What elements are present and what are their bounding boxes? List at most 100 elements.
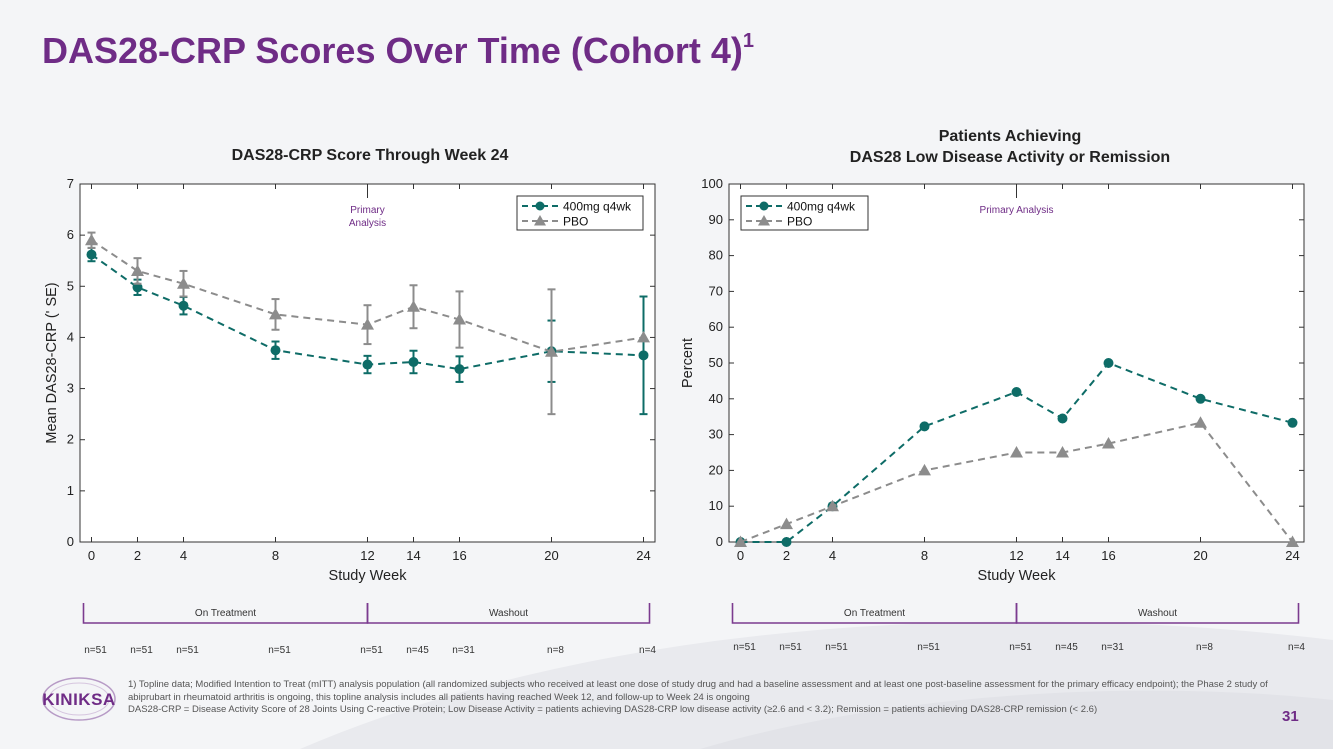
- n-count-label: n=51: [779, 642, 802, 653]
- data-point-active: [919, 421, 930, 432]
- n-count-label: n=51: [1009, 642, 1032, 653]
- page-title: DAS28-CRP Scores Over Time (Cohort 4)1: [42, 30, 754, 71]
- n-count-label: n=4: [639, 645, 656, 656]
- y-axis-label: Mean DAS28-CRP (' SE): [44, 282, 60, 443]
- data-point-pbo: [453, 313, 466, 325]
- data-point-active: [1103, 358, 1114, 368]
- n-count-label: n=51: [733, 642, 756, 653]
- data-point-pbo: [1010, 446, 1023, 458]
- legend-label-active: 400mg q4wk: [563, 200, 632, 214]
- data-point-pbo: [361, 318, 374, 330]
- n-count-label: n=8: [1196, 642, 1213, 653]
- x-tick-label: 20: [544, 548, 558, 563]
- data-point-pbo: [545, 345, 558, 357]
- plot-area: [728, 183, 1305, 543]
- x-tick-label: 0: [88, 548, 95, 563]
- y-tick-label: 70: [709, 283, 723, 298]
- y-tick-label: 40: [709, 391, 723, 406]
- legend-label-pbo: PBO: [787, 215, 812, 229]
- x-tick-label: 4: [829, 548, 836, 563]
- y-tick-label: 100: [701, 176, 723, 191]
- x-tick-label: 2: [134, 548, 141, 563]
- x-axis-label: Study Week: [978, 568, 1057, 584]
- data-point-pbo: [131, 264, 144, 276]
- chart-2-title-line-1: Patients Achieving: [938, 128, 1082, 145]
- legend-marker-active: [535, 201, 545, 211]
- y-tick-label: 90: [709, 212, 723, 227]
- phase-bracket: [366, 603, 651, 624]
- n-count-label: n=51: [360, 645, 383, 656]
- data-point-active: [1011, 386, 1022, 397]
- data-point-pbo: [826, 499, 839, 512]
- x-tick-label: 16: [1101, 548, 1115, 563]
- footnote-1: 1) Topline data; Modified Intention to T…: [128, 679, 1268, 703]
- x-tick-label: 20: [1193, 548, 1207, 563]
- data-point-pbo: [407, 300, 420, 312]
- y-tick-label: 1: [67, 483, 74, 498]
- n-count-label: n=45: [406, 645, 429, 656]
- x-tick-label: 8: [272, 548, 279, 563]
- title-superscript: 1: [742, 30, 754, 52]
- x-tick-label: 0: [737, 548, 744, 563]
- legend-marker-active: [759, 201, 769, 211]
- y-tick-label: 80: [709, 248, 723, 263]
- footnotes: 1) Topline data; Modified Intention to T…: [128, 679, 1278, 717]
- x-tick-label: 24: [636, 548, 650, 563]
- legend-label-pbo: PBO: [563, 215, 588, 229]
- data-point-pbo: [1056, 446, 1069, 458]
- logo-swoosh-icon: [42, 677, 116, 721]
- x-tick-label: 14: [1055, 548, 1069, 563]
- n-count-label: n=51: [268, 645, 291, 656]
- data-point-pbo: [918, 463, 931, 476]
- chart-2-title: Patients Achieving DAS28 Low Disease Act…: [760, 126, 1260, 168]
- y-tick-label: 0: [67, 534, 74, 549]
- n-count-label: n=4: [1288, 642, 1305, 653]
- phase-label: Washout: [1138, 608, 1177, 619]
- legend-marker-pbo: [534, 215, 546, 226]
- x-tick-label: 12: [360, 548, 374, 563]
- data-point-pbo: [269, 307, 282, 320]
- y-tick-label: 2: [67, 432, 74, 447]
- data-point-active: [1195, 393, 1206, 404]
- n-count-label: n=51: [825, 642, 848, 653]
- y-tick-label: 50: [709, 355, 723, 370]
- logo-text: KINIKSA: [42, 690, 116, 709]
- y-axis-label: Percent: [680, 338, 696, 388]
- data-point-pbo: [1286, 535, 1299, 547]
- phase-bracket: [1015, 603, 1300, 624]
- x-tick-label: 16: [452, 548, 466, 563]
- y-tick-label: 60: [709, 319, 723, 334]
- data-point-pbo: [177, 277, 190, 289]
- y-tick-label: 4: [67, 329, 74, 344]
- phase-label: Washout: [489, 608, 528, 619]
- data-point-active: [362, 359, 373, 370]
- n-count-label: n=51: [917, 642, 940, 653]
- phase-label: On Treatment: [844, 608, 905, 619]
- data-point-pbo: [1194, 416, 1207, 428]
- data-point-active: [638, 350, 649, 361]
- n-count-label: n=51: [84, 645, 107, 656]
- data-point-active: [178, 300, 189, 311]
- data-point-active: [781, 537, 792, 547]
- y-tick-label: 0: [716, 534, 723, 549]
- x-axis-label: Study Week: [329, 568, 408, 584]
- n-count-label: n=45: [1055, 642, 1078, 653]
- chart-1-title: DAS28-CRP Score Through Week 24: [231, 147, 509, 164]
- data-point-pbo: [85, 233, 98, 246]
- x-tick-label: 12: [1009, 548, 1023, 563]
- primary-analysis-label: Primary Analysis: [980, 205, 1054, 216]
- y-tick-label: 7: [67, 176, 74, 191]
- kiniksa-logo: KINIKSA: [38, 674, 120, 724]
- page-number: 31: [1282, 708, 1299, 725]
- x-tick-label: 2: [783, 548, 790, 563]
- footnote-2: DAS28-CRP = Disease Activity Score of 28…: [128, 704, 1098, 715]
- y-tick-label: 10: [709, 498, 723, 513]
- n-count-label: n=31: [452, 645, 475, 656]
- chart-2-title-line-2: DAS28 Low Disease Activity or Remission: [849, 149, 1171, 166]
- data-point-pbo: [734, 535, 747, 547]
- data-point-active: [86, 249, 97, 260]
- data-point-active: [454, 364, 465, 375]
